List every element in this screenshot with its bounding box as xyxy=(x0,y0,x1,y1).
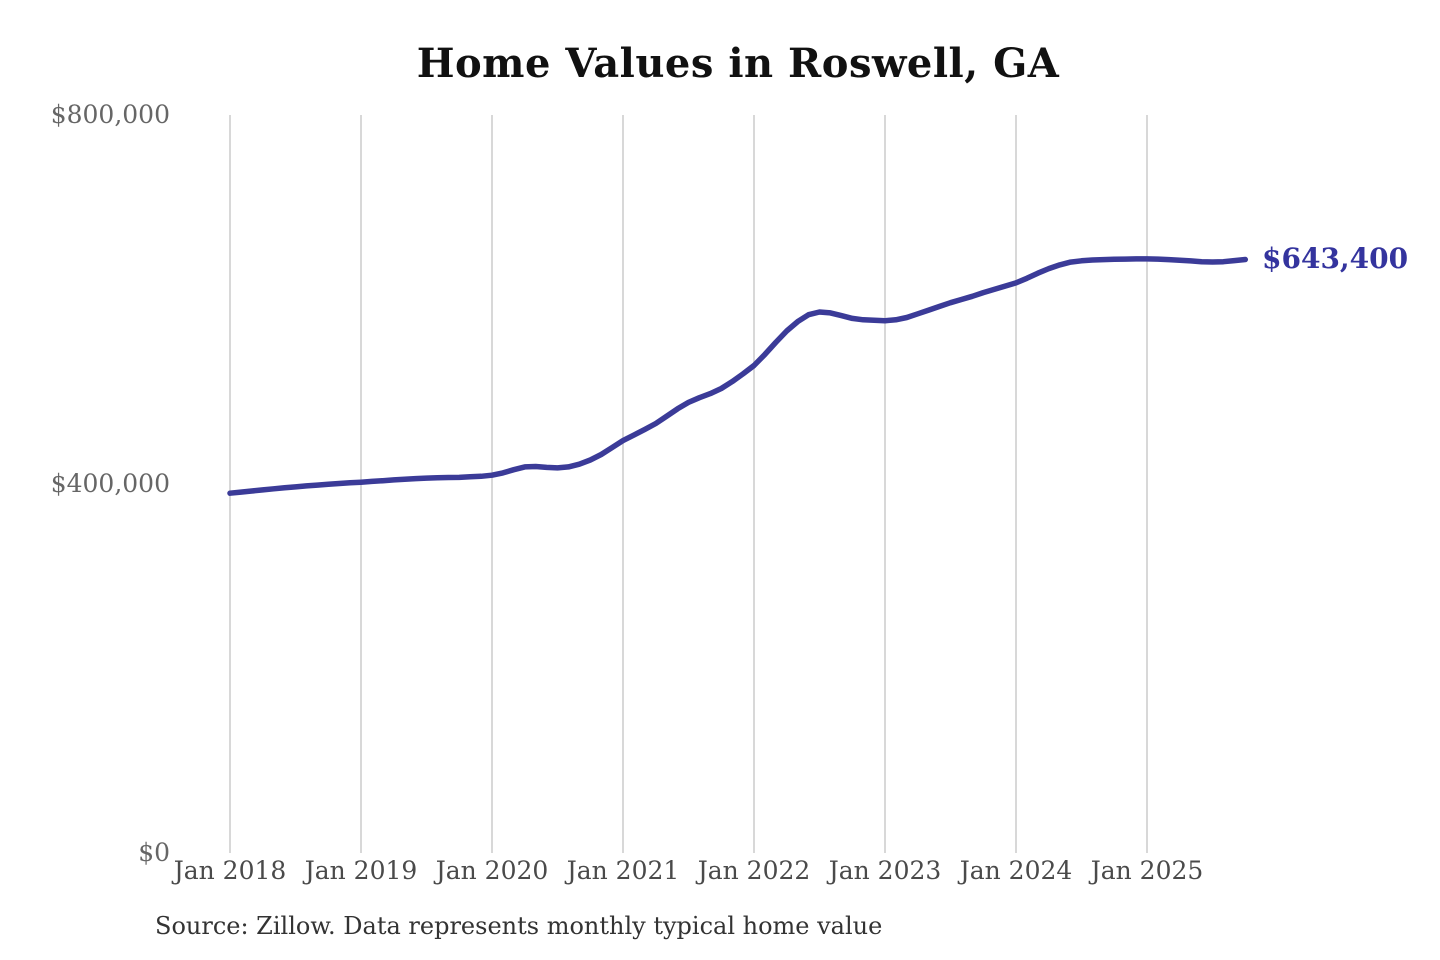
latest-value-label: $643,400 xyxy=(1262,242,1409,276)
x-axis-tick-label: Jan 2019 xyxy=(304,856,418,885)
chart-title: Home Values in Roswell, GA xyxy=(416,40,1060,87)
x-axis-tick-label: Jan 2024 xyxy=(959,856,1073,885)
x-axis-tick-label: Jan 2020 xyxy=(435,856,549,885)
x-axis-tick-label: Jan 2018 xyxy=(173,856,287,885)
y-axis-tick-label: $800,000 xyxy=(50,100,170,129)
x-axis-tick-label: Jan 2022 xyxy=(697,856,811,885)
y-axis-tick-label: $400,000 xyxy=(50,469,170,498)
x-axis-tick-label: Jan 2023 xyxy=(828,856,942,885)
home-value-series-line xyxy=(227,256,1249,496)
source-note: Source: Zillow. Data represents monthly … xyxy=(155,912,883,940)
x-axis-tick-label: Jan 2025 xyxy=(1090,856,1204,885)
x-axis-tick-label: Jan 2021 xyxy=(566,856,680,885)
y-axis-tick-label: $0 xyxy=(138,838,170,867)
